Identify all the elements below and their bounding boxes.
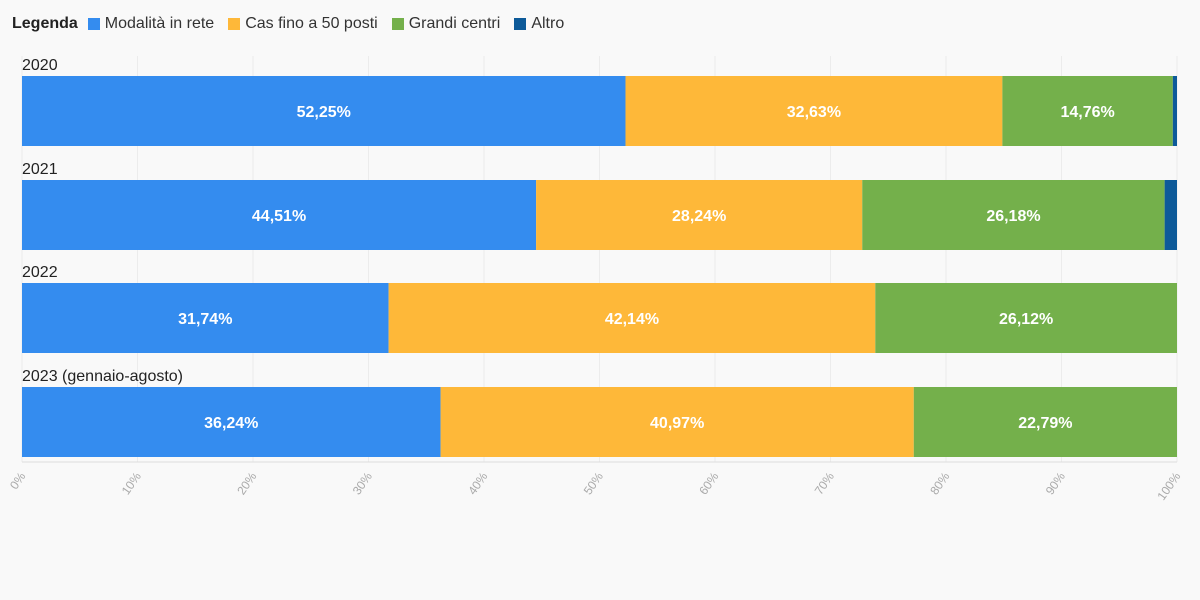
x-tick-label: 70%: [812, 469, 837, 497]
legend-label-modalita-in-rete: Modalità in rete: [104, 15, 215, 32]
data-label: 32,63%: [787, 104, 841, 121]
bar-segment: [625, 76, 1003, 146]
legend-swatch-altro: [514, 18, 527, 30]
bar-segment: [22, 76, 626, 146]
bar-segment: [536, 180, 863, 250]
legend-item-modalita-in-rete[interactable]: Modalità in rete: [87, 15, 215, 33]
legend-item-grandi-centri[interactable]: Grandi centri: [391, 15, 501, 33]
legend-label-cas-fino-a-50-posti: Cas fino a 50 posti: [245, 15, 378, 32]
bar-segment: [1002, 76, 1173, 146]
row-label: 2021: [22, 161, 58, 178]
bar-segment: [22, 387, 441, 457]
bar-segment: [440, 387, 914, 457]
data-label: 40,97%: [650, 415, 704, 432]
data-label: 42,14%: [605, 311, 659, 328]
row-label: 2023 (gennaio-agosto): [22, 368, 183, 385]
legend-swatch-cas-fino-a-50-posti: [228, 18, 241, 30]
data-label: 36,24%: [204, 415, 258, 432]
bar-segment: [22, 283, 389, 353]
bar-segment: [1172, 76, 1177, 146]
data-label: 26,18%: [986, 208, 1040, 225]
x-tick-label: 10%: [119, 469, 144, 497]
data-label: 28,24%: [672, 208, 726, 225]
bar-segment: [875, 283, 1177, 353]
bar-segment: [913, 387, 1177, 457]
row-label: 2022: [22, 264, 58, 281]
x-tick-label: 60%: [696, 469, 721, 497]
data-label: 22,79%: [1018, 415, 1072, 432]
bar-segment: [862, 180, 1165, 250]
legend-swatch-grandi-centri: [391, 18, 404, 30]
data-label: 31,74%: [178, 311, 232, 328]
legend-item-cas-fino-a-50-posti[interactable]: Cas fino a 50 posti: [228, 15, 378, 33]
x-tick-label: 30%: [350, 469, 375, 497]
chart-legend: Legenda Modalità in rete Cas fino a 50 p…: [12, 13, 578, 35]
legend-title: Legenda: [12, 15, 78, 32]
data-label: 44,51%: [252, 208, 306, 225]
bar-segment: [1164, 180, 1177, 250]
legend-item-altro[interactable]: Altro: [514, 15, 564, 33]
legend-label-altro: Altro: [531, 15, 565, 32]
data-label: 26,12%: [999, 311, 1053, 328]
legend-label-grandi-centri: Grandi centri: [408, 15, 501, 32]
legend-swatch-modalita-in-rete: [87, 18, 100, 30]
x-tick-label: 40%: [465, 469, 490, 497]
x-tick-label: 50%: [581, 469, 606, 497]
bar-segment: [22, 180, 537, 250]
x-tick-label: 100%: [1154, 469, 1183, 502]
x-tick-label: 90%: [1043, 469, 1068, 497]
x-tick-label: 20%: [234, 469, 259, 497]
bar-segment: [388, 283, 876, 353]
row-label: 2020: [22, 57, 58, 74]
data-label: 14,76%: [1060, 104, 1114, 121]
x-tick-label: 0%: [7, 469, 29, 492]
x-tick-label: 80%: [927, 469, 952, 497]
data-label: 52,25%: [297, 104, 351, 121]
